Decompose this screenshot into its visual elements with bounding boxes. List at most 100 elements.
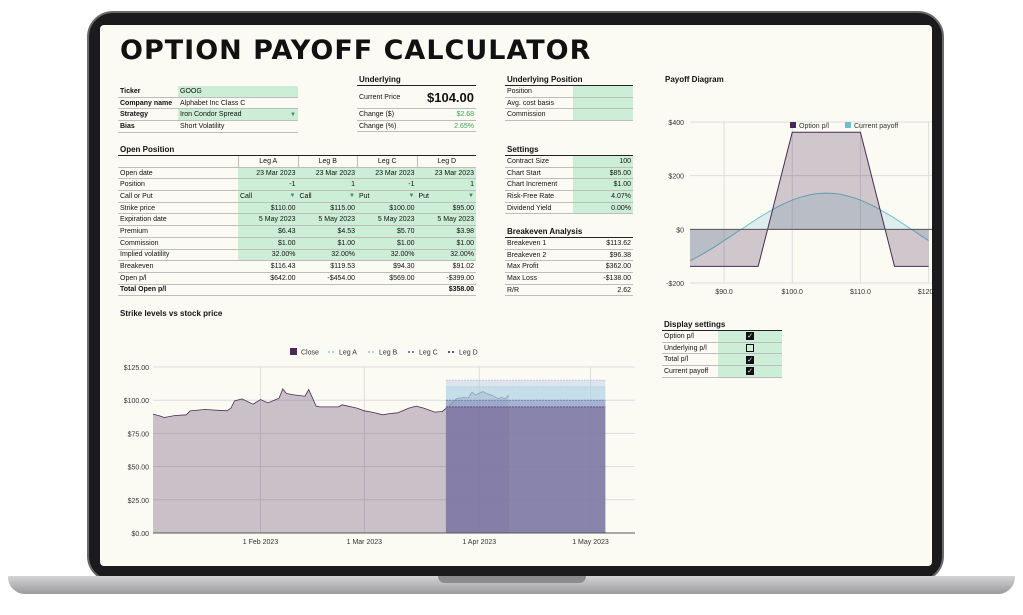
leg-cell[interactable]: $100.00 [357,202,417,214]
row-value[interactable]: $85.00 [573,167,633,179]
leg-cell[interactable]: 1 [416,179,476,191]
info-value-company-name: Alphabet Inc Class C [180,99,246,107]
row-value[interactable]: $1.00 [573,179,633,191]
leg-cell[interactable]: $1.00 [416,237,476,249]
checkbox-total-p-l[interactable]: ✓ [746,355,754,364]
leg-header: Leg A [238,156,298,167]
checkbox-option-p-l[interactable]: ✓ [746,332,754,341]
info-value-strategy[interactable]: Iron Condor Spread ▼ [178,109,298,121]
row-value: $362.00 [605,263,631,271]
row-label: Avg. cost basis [507,99,554,107]
leg-cell[interactable]: $110.00 [238,202,298,214]
leg-cell[interactable]: 32.00% [416,249,476,261]
dropdown-arrow-icon[interactable]: ▼ [349,193,355,200]
row-value[interactable] [573,97,633,109]
x-tick-label: 1 Mar 2023 [347,539,383,546]
table-row: Current payoff ✓ [662,366,782,378]
leg-cell: $569.00 [389,274,415,282]
leg-cell[interactable]: $1.00 [297,237,357,249]
leg-cell[interactable]: $5.70 [357,226,417,237]
y-tick-label: $75.00 [128,431,150,438]
payoff-title: Payoff Diagram [665,75,724,84]
y-tick-label: $0.00 [131,531,149,538]
leg-cell[interactable]: $4.53 [297,226,357,237]
leg-cell[interactable]: 1 [297,179,357,191]
row-value[interactable]: 100 [573,156,633,167]
legend-label: Option p/l [799,123,829,130]
y-tick-label: $50.00 [128,465,150,472]
row-label: Dividend Yield [507,204,552,212]
leg-cell[interactable]: 5 May 2023 [357,214,417,226]
y-tick-label: $25.00 [128,498,150,505]
table-row: Commission $1.00 $1.00 $1.00 $1.00 [118,237,476,250]
page-title: OPTION PAYOFF CALCULATOR [120,35,592,66]
x-tick-label: $120.0 [918,289,932,296]
total-label: Total Open p/l [120,286,167,294]
leg-cell[interactable]: -1 [238,179,298,191]
leg-cell[interactable]: 5 May 2023 [238,214,298,226]
setting-label: Option p/l [664,332,694,340]
strike-area-leg-d [445,406,606,533]
strike-chart: $125.00 $100.00 $75.00 $50.00 $25.00 $0.00 1 F… [124,348,635,546]
table-row: Open date 23 Mar 2023 23 Mar 2023 23 Mar 20… [118,167,476,180]
table-row: Call or Put Call ▼ Call ▼ Put ▼ Put ▼ [118,191,476,203]
checkbox-underlying-p-l[interactable] [746,344,754,353]
y-tick-label: $200 [668,174,684,181]
leg-cell[interactable]: $115.00 [297,202,357,214]
row-value[interactable] [573,86,633,97]
leg-cell: $116.43 [270,263,296,271]
leg-cell[interactable]: $95.00 [416,202,476,214]
row-label: Chart Start [507,169,541,177]
info-value-ticker[interactable]: GOOG [178,86,298,97]
leg-cell[interactable]: $1.00 [357,237,417,249]
dropdown-arrow-icon[interactable]: ▼ [468,193,474,200]
leg-cell: $91.02 [452,263,474,271]
close-area [153,388,509,533]
leg-cell[interactable]: 23 Mar 2023 [238,167,298,179]
leg-cell[interactable]: 23 Mar 2023 [416,167,476,179]
leg-cell[interactable]: -1 [357,179,417,191]
row-value[interactable] [573,109,633,121]
leg-cell[interactable]: 23 Mar 2023 [297,167,357,179]
leg-cell[interactable]: 32.00% [357,249,417,261]
dropdown-arrow-icon[interactable]: ▼ [289,193,296,200]
checkbox-cell: ✓ [718,366,782,377]
row-label: Open date [120,169,153,177]
checkbox-cell: ✓ [718,331,782,342]
leg-cell[interactable]: Call ▼ [297,191,357,202]
y-tick-label: $100.00 [124,398,149,405]
table-row: Company name Alphabet Inc Class C [118,98,298,110]
row-label: Position [507,87,532,95]
leg-cell[interactable]: 32.00% [238,249,298,261]
leg-cell[interactable]: 5 May 2023 [297,214,357,226]
leg-cell[interactable]: 23 Mar 2023 [357,167,417,179]
y-tick-label: $400 [668,120,684,127]
row-value[interactable]: 0.00% [573,202,633,214]
leg-cell[interactable]: 32.00% [297,249,357,261]
row-label: Contract Size [507,157,550,165]
table-row: R/R 2.62 [505,285,633,297]
leg-cell[interactable]: $6.43 [238,226,298,237]
change-pct: 2.65% [454,122,474,130]
leg-cell[interactable]: $3.98 [416,226,476,237]
current-price-label: Current Price [359,93,401,101]
dropdown-arrow-icon[interactable]: ▼ [290,111,296,118]
row-label: Breakeven [120,263,154,271]
table-row: Bias Short Volatility [118,121,298,133]
checkbox-current-payoff[interactable]: ✓ [746,367,754,376]
close-line [152,388,510,418]
row-value[interactable]: 4.07% [573,191,633,202]
row-label: Implied volatility [120,251,170,259]
leg-cell[interactable]: Call ▼ [238,191,298,202]
table-row: Risk-Free Rate 4.07% [505,191,633,203]
leg-cell[interactable]: Put ▼ [416,191,476,202]
legend-swatch [790,122,796,128]
row-label: Commission [507,111,546,119]
legend-label: Leg A [339,350,357,357]
legs-header-row: Leg A Leg B Leg C Leg D [118,156,476,168]
leg-cell[interactable]: Put ▼ [357,191,417,202]
dropdown-arrow-icon[interactable]: ▼ [408,193,415,200]
leg-cell[interactable]: 5 May 2023 [416,214,476,226]
row-label: Commission [120,239,159,247]
leg-cell[interactable]: $1.00 [238,237,298,249]
